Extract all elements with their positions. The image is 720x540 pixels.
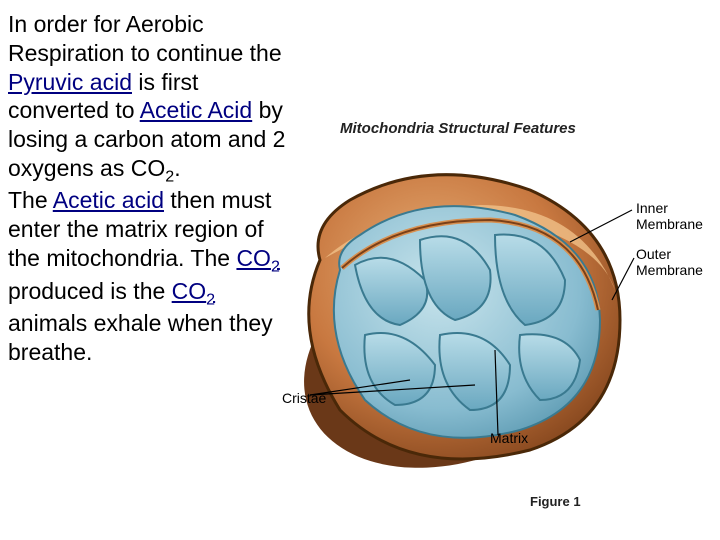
paragraph-1: In order for Aerobic Respiration to cont… [8, 10, 288, 186]
label-matrix: Matrix [490, 430, 528, 446]
mitochondria-diagram [280, 150, 640, 470]
pyruvic-acid-term: Pyruvic acid [8, 69, 132, 95]
label-cristae: Cristae [282, 390, 326, 406]
acetic-acid-term-2: Acetic acid [53, 187, 164, 213]
label-outer-membrane: Outer Membrane [636, 246, 703, 278]
co2-term-2: CO2 [172, 278, 215, 304]
paragraph-2: The Acetic acid then must enter the matr… [8, 186, 288, 366]
p2-mid2: produced is the [8, 278, 172, 304]
p2-pre: The [8, 187, 53, 213]
body-text: In order for Aerobic Respiration to cont… [8, 10, 288, 367]
period-1: . [174, 155, 180, 181]
acetic-acid-term-1: Acetic Acid [140, 97, 253, 123]
co2-term-1: CO2 [236, 245, 279, 271]
label-inner-membrane: Inner Membrane [636, 200, 703, 232]
p2-post: animals exhale when they breathe. [8, 310, 273, 365]
figure-caption: Figure 1 [530, 494, 581, 509]
p1-pre: In order for Aerobic Respiration to cont… [8, 11, 282, 66]
diagram-title: Mitochondria Structural Features [340, 120, 576, 137]
subscript-1: 2 [165, 167, 174, 185]
